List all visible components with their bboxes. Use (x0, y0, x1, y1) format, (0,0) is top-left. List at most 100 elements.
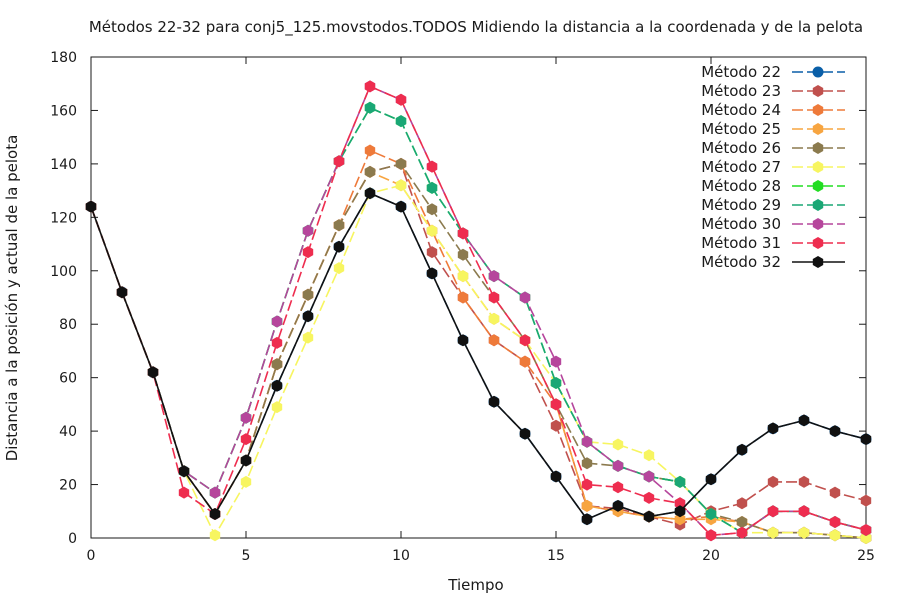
data-point (240, 475, 252, 488)
x-tick-label: 10 (392, 548, 410, 564)
data-point (860, 524, 872, 536)
data-point (705, 529, 717, 542)
data-point (705, 473, 717, 486)
data-point (457, 248, 469, 261)
data-point (488, 395, 500, 408)
data-point (519, 355, 531, 368)
data-point (829, 425, 841, 438)
data-point (178, 486, 190, 499)
data-point (581, 457, 593, 470)
data-point (829, 516, 841, 528)
legend-marker (812, 123, 824, 135)
y-tick-label: 160 (50, 103, 77, 119)
legend-label: Método 25 (701, 120, 781, 138)
data-point (674, 475, 686, 488)
data-point (395, 179, 407, 192)
data-point (860, 494, 872, 507)
data-point (674, 505, 686, 518)
data-point (426, 246, 438, 259)
y-tick-label: 60 (59, 371, 77, 387)
data-point (488, 312, 500, 325)
data-point (426, 267, 438, 280)
data-point (643, 510, 655, 523)
data-point (829, 486, 841, 499)
data-point (488, 270, 500, 283)
data-point (457, 270, 469, 283)
data-point (519, 334, 531, 347)
data-point (860, 532, 872, 544)
data-point (426, 224, 438, 237)
data-point (302, 310, 314, 323)
data-point (519, 291, 531, 304)
data-point (333, 219, 345, 232)
legend-marker (812, 85, 824, 97)
data-point (581, 435, 593, 448)
data-point (550, 355, 562, 368)
data-point (674, 497, 686, 510)
y-tick-label: 120 (50, 210, 77, 226)
data-point (736, 526, 748, 539)
data-point (736, 443, 748, 456)
legend-label: Método 26 (701, 139, 781, 157)
legend-marker (812, 161, 824, 173)
y-tick-label: 0 (68, 531, 77, 547)
data-point (767, 505, 779, 518)
data-point (395, 115, 407, 128)
data-point (147, 366, 159, 379)
data-point (364, 187, 376, 200)
data-point (395, 93, 407, 106)
series-line (90, 192, 867, 521)
data-point (271, 358, 283, 371)
data-point (829, 529, 841, 542)
y-tick-label: 140 (50, 157, 77, 173)
data-point (302, 331, 314, 344)
y-tick-label: 40 (59, 424, 77, 440)
plot-area: 0 20 40 60 80 100 120 140 160 180 0 5 10 15 20 25 (50, 50, 875, 564)
y-axis-label: Distancia a la posición y actual de la p… (3, 135, 21, 462)
y-tick-label: 80 (59, 317, 77, 333)
data-point (240, 454, 252, 467)
data-point (271, 315, 283, 328)
x-tick-label: 20 (702, 548, 720, 564)
y-tick-label: 20 (59, 478, 77, 494)
data-point (395, 157, 407, 170)
data-point (364, 165, 376, 178)
data-point (302, 224, 314, 237)
data-point (612, 459, 624, 472)
data-point (550, 419, 562, 432)
legend-marker (812, 104, 824, 116)
data-point (736, 497, 748, 510)
data-point (798, 414, 810, 427)
data-point (736, 516, 748, 528)
data-point (364, 80, 376, 93)
data-point (860, 433, 872, 446)
series-line (90, 184, 867, 539)
legend-label: Método 28 (701, 177, 781, 195)
data-point (271, 379, 283, 392)
x-tick-label: 5 (242, 548, 251, 564)
legend-label: Método 23 (701, 82, 781, 100)
data-point (581, 513, 593, 526)
data-point (457, 291, 469, 304)
data-point (581, 478, 593, 491)
data-point (798, 505, 810, 518)
legend-label: Método 24 (701, 101, 781, 119)
data-point (581, 499, 593, 512)
data-point (457, 334, 469, 347)
data-point (550, 470, 562, 483)
data-point (798, 526, 810, 539)
legend-label: Método 27 (701, 158, 781, 176)
legend-marker (812, 256, 824, 268)
data-point (302, 288, 314, 301)
data-point (767, 475, 779, 488)
y-tick-label: 100 (50, 264, 77, 280)
data-point (302, 246, 314, 259)
series-line (90, 85, 867, 537)
data-point (705, 508, 717, 520)
data-point (333, 240, 345, 253)
legend-label: Método 30 (701, 215, 781, 233)
data-point (333, 262, 345, 275)
series-11 (85, 187, 872, 526)
legend-marker (812, 218, 824, 230)
